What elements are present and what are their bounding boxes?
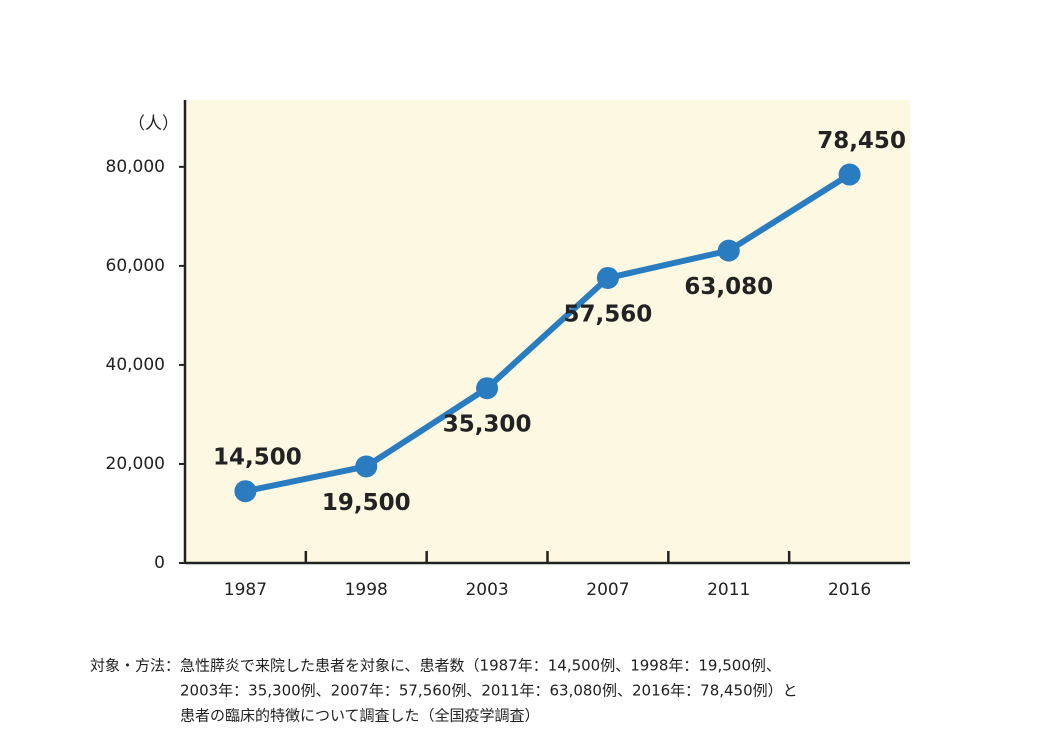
data-label: 63,080 [684,274,773,300]
x-tick-label: 2007 [586,580,629,600]
x-tick-label: 1987 [224,580,267,600]
note-line: 2003年：35,300例、2007年：57,560例、2011年：63,080… [180,682,798,700]
data-label: 78,450 [817,128,906,154]
data-label: 57,560 [564,301,653,327]
y-tick-label: 40,000 [106,355,165,375]
y-tick-label: 20,000 [106,454,165,474]
data-point [476,377,499,400]
data-line [244,171,852,495]
x-tick-label: 2003 [465,580,508,600]
x-tick-label: 2011 [707,580,750,600]
data-point [234,480,257,503]
data-point [355,455,378,478]
x-tick-label: 1998 [345,580,388,600]
y-axis-label: （人） [128,114,179,134]
y-tick-label: 80,000 [106,157,165,177]
data-label: 14,500 [213,445,302,471]
note-heading: 対象・方法： [90,657,180,675]
data-point [596,266,619,289]
x-tick-label: 2016 [828,580,871,600]
note-line: 患者の臨床的特徴について調査した（全国疫学調査） [180,707,540,725]
y-tick-label: 0 [154,553,165,573]
note-line: 急性膵炎で来院した患者を対象に、患者数（1987年：14,500例、1998年：… [180,657,781,675]
data-point [838,163,861,186]
data-point [717,239,740,262]
data-label: 35,300 [443,412,532,438]
data-label: 19,500 [322,490,411,516]
y-tick-label: 60,000 [106,256,165,276]
